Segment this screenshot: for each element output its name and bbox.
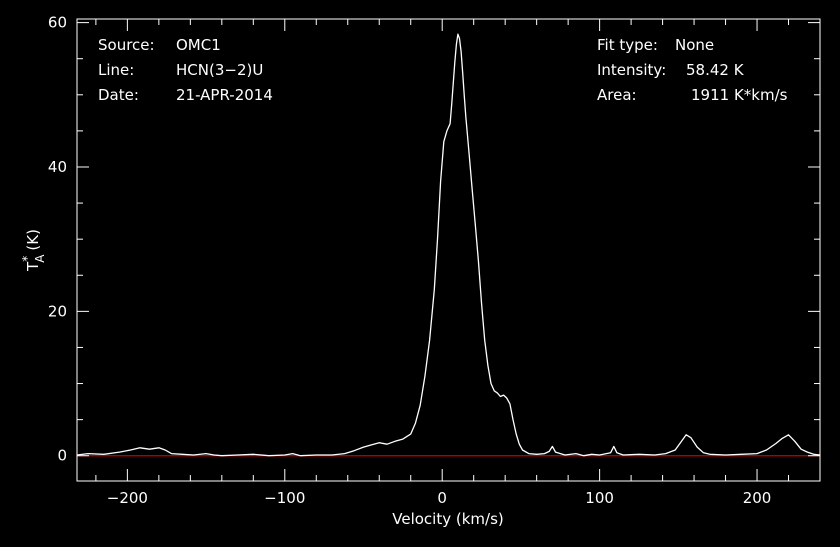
source-value: OMC1: [176, 36, 221, 54]
intensity-value: 58.42 K: [686, 61, 745, 79]
y-axis-label-sub: A: [33, 254, 47, 263]
y-tick-label: 40: [48, 158, 67, 176]
y-axis-label-unit: (K): [24, 229, 42, 251]
trace-layer: [76, 33, 821, 457]
intensity-label: Intensity:: [597, 61, 666, 79]
y-axis-label: T*A (K): [20, 229, 47, 272]
y-tick-label: 60: [48, 14, 67, 32]
line-value: HCN(3−2)U: [176, 61, 263, 79]
tick-layer: −200 −100 0 100 200 0 20 40 60: [48, 14, 821, 507]
x-tick-label: 0: [437, 489, 447, 507]
area-label: Area:: [597, 86, 637, 104]
fit-type-label: Fit type:: [597, 36, 658, 54]
date-value: 21-APR-2014: [176, 86, 273, 104]
x-axis-label: Velocity (km/s): [392, 510, 503, 528]
x-tick-label: 200: [743, 489, 772, 507]
plot-frame: [76, 18, 821, 482]
date-label: Date:: [98, 86, 139, 104]
y-tick-label: 0: [57, 447, 67, 465]
source-label: Source:: [98, 36, 155, 54]
line-label: Line:: [98, 61, 134, 79]
x-tick-label: 100: [585, 489, 614, 507]
y-tick-label: 20: [48, 302, 67, 320]
area-value: 1911 K*km/s: [691, 86, 788, 104]
spectrum-trace: [76, 33, 821, 457]
x-tick-label: −100: [264, 489, 305, 507]
x-tick-label: −200: [107, 489, 148, 507]
fit-type-value: None: [675, 36, 714, 54]
y-axis-label-main: T: [24, 261, 42, 272]
y-axis-label-sup: *: [20, 256, 34, 262]
svg-text:T*A(K): T*A (K): [20, 229, 47, 272]
